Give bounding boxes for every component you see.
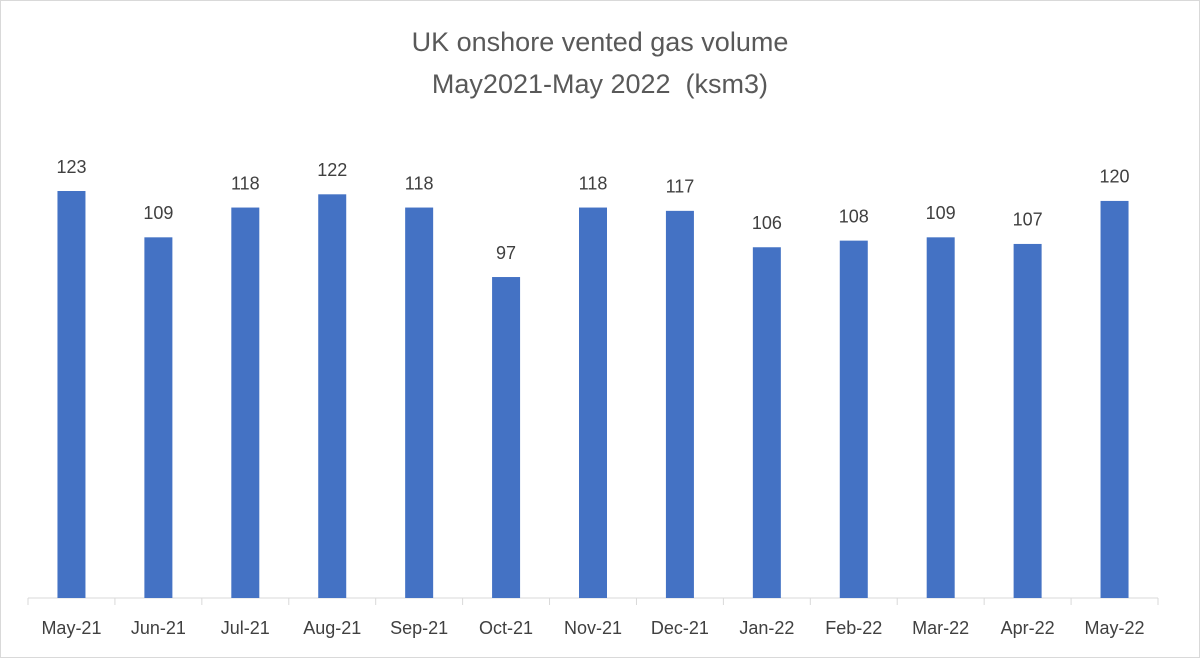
value-label: 107 <box>1013 210 1043 230</box>
bar <box>1013 243 1042 598</box>
bar <box>1100 200 1129 599</box>
bar <box>839 240 868 598</box>
chart-title: UK onshore vented gas volume <box>412 27 789 57</box>
x-tick-label: Oct-21 <box>479 618 533 638</box>
value-label: 97 <box>496 243 516 263</box>
bar <box>318 194 347 598</box>
value-label: 106 <box>752 213 782 233</box>
bar <box>492 277 521 598</box>
value-label: 108 <box>839 206 869 226</box>
x-tick-label: Nov-21 <box>564 618 622 638</box>
bar <box>665 210 694 599</box>
x-tick-label: Jul-21 <box>221 618 270 638</box>
bar <box>57 191 86 598</box>
bar <box>231 207 260 598</box>
value-label: 118 <box>231 173 260 193</box>
x-tick-label: Apr-22 <box>1001 618 1055 638</box>
bar <box>405 207 434 598</box>
x-tick-label: Dec-21 <box>651 618 709 638</box>
value-label: 109 <box>143 203 173 223</box>
bar <box>926 237 955 599</box>
x-tick-label: Mar-22 <box>912 618 969 638</box>
x-tick-label: May-22 <box>1085 618 1145 638</box>
x-tick-label: Jun-21 <box>131 618 186 638</box>
value-label: 118 <box>579 173 608 193</box>
bar <box>144 237 173 599</box>
value-label: 123 <box>56 157 86 177</box>
x-tick-label: Aug-21 <box>303 618 361 638</box>
value-label: 120 <box>1100 167 1130 187</box>
x-tick-label: Jan-22 <box>739 618 794 638</box>
value-label: 118 <box>405 173 434 193</box>
chart-subtitle: May2021-May 2022 (ksm3) <box>432 69 768 99</box>
bar <box>752 247 781 599</box>
x-tick-label: Feb-22 <box>825 618 882 638</box>
x-tick-label: Sep-21 <box>390 618 448 638</box>
bar <box>579 207 607 598</box>
x-tick-label: May-21 <box>41 618 101 638</box>
value-label: 109 <box>926 203 956 223</box>
value-label: 122 <box>317 160 347 180</box>
value-label: 117 <box>666 177 695 197</box>
